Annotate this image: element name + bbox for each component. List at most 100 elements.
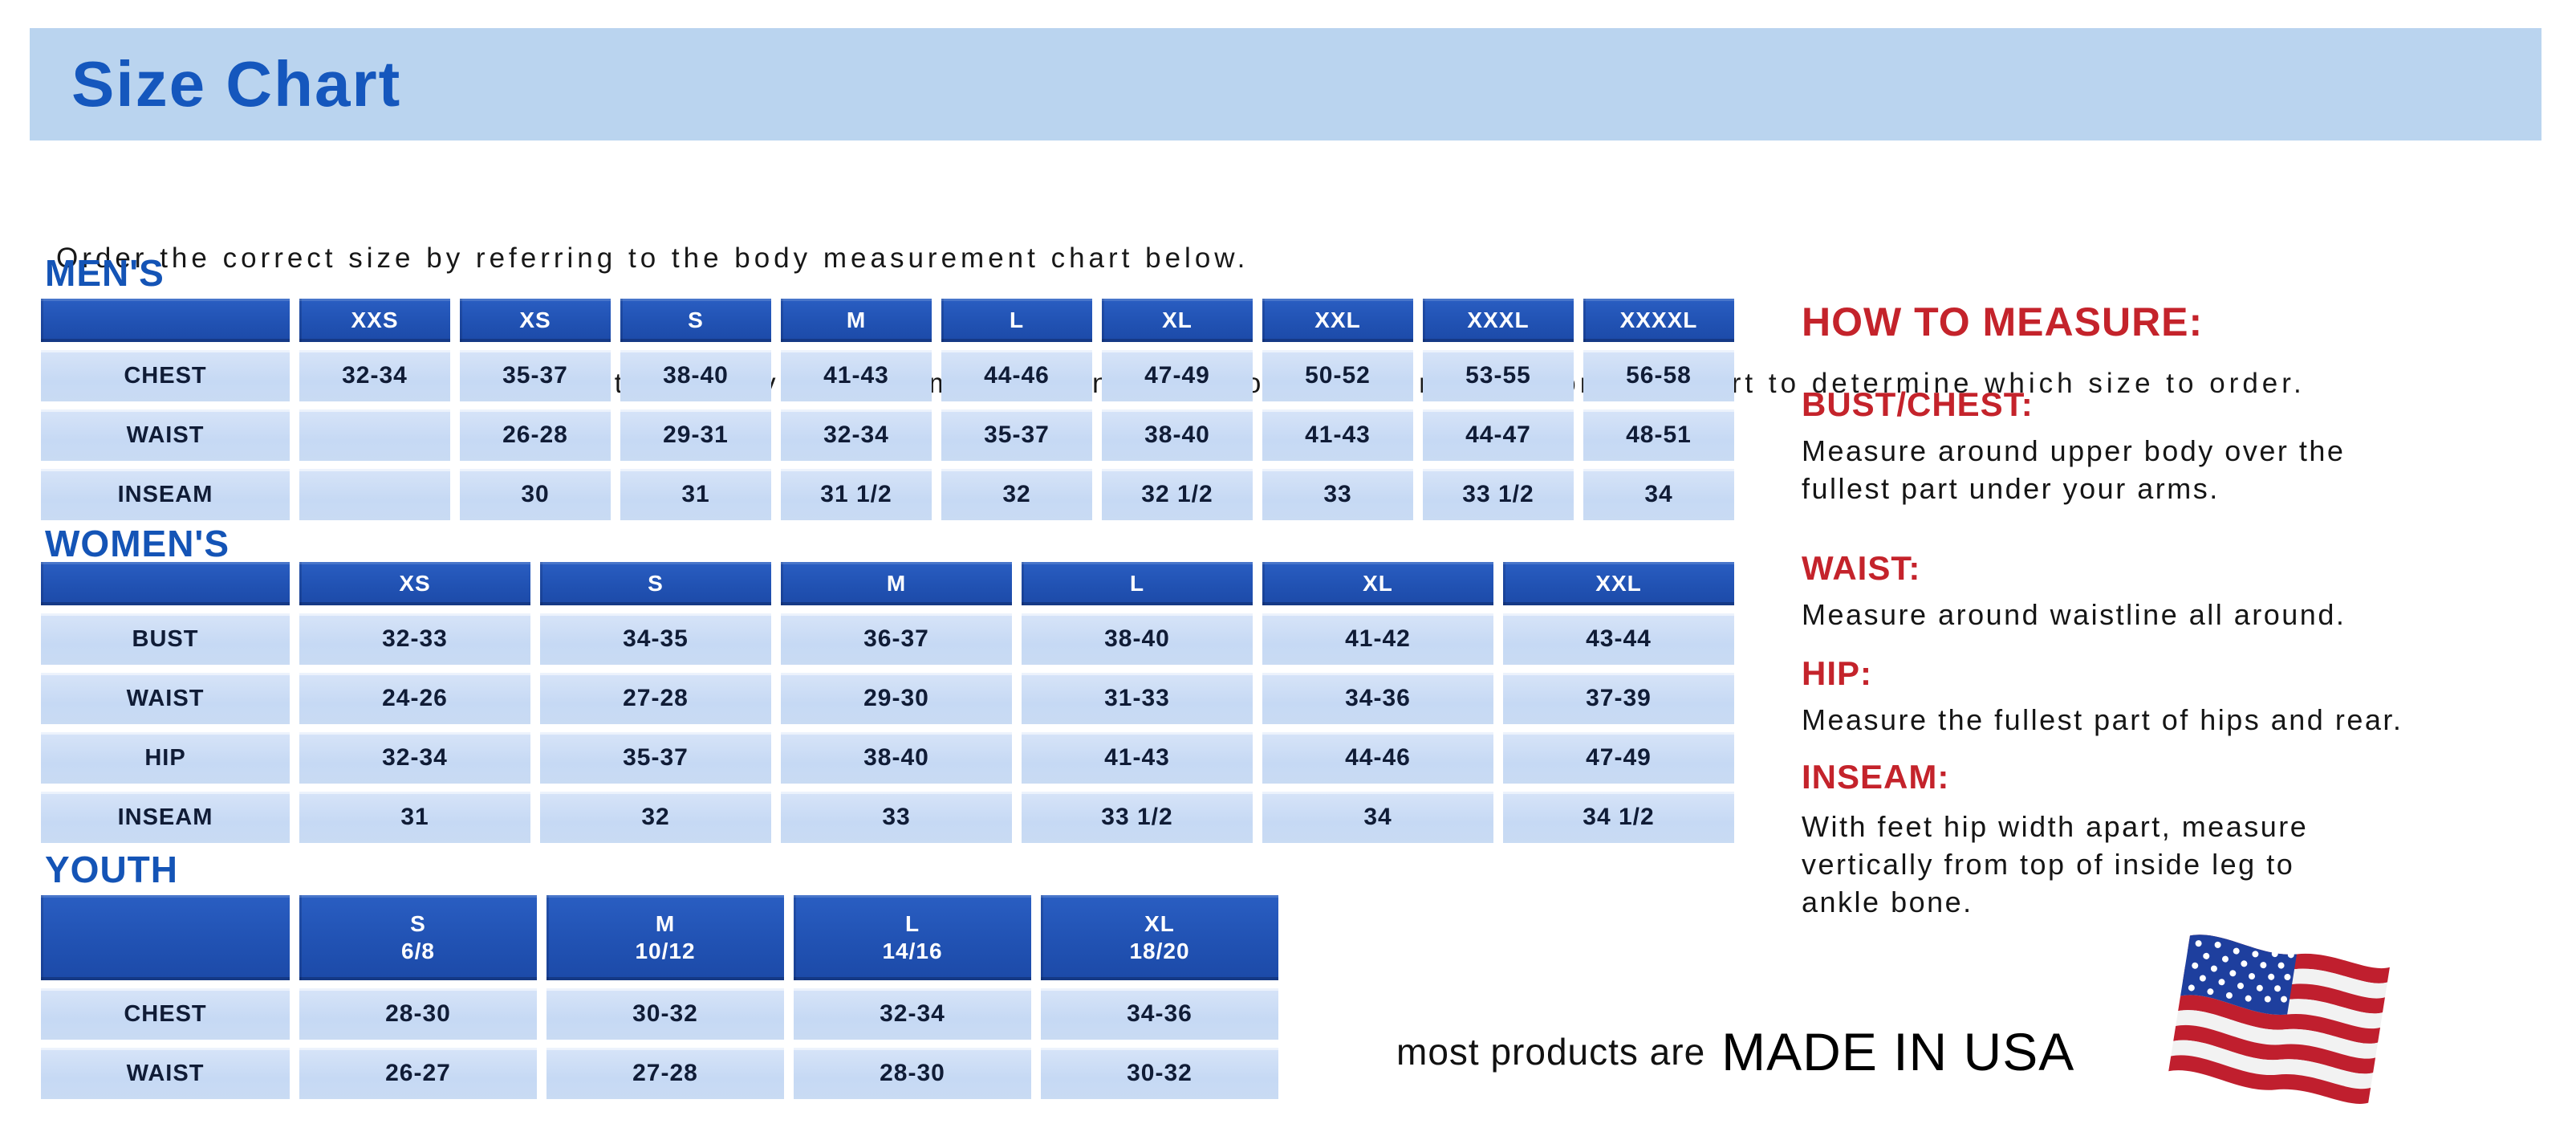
header-cell: XXL [1503,562,1734,605]
size-cell: 56-58 [1583,350,1734,401]
size-cell: 24-26 [299,673,530,724]
size-cell: 26-28 [460,409,611,461]
size-cell: 47-49 [1503,732,1734,784]
size-cell: 30-32 [1041,1048,1278,1099]
size-cell: 36-37 [781,613,1012,665]
size-cell: 26-27 [299,1048,537,1099]
size-cell: 41-42 [1262,613,1493,665]
title-banner: Size Chart [30,28,2541,140]
youth-size: XL [1144,911,1175,936]
header-cell: M [781,299,932,342]
header-cell: L 14/16 [794,895,1031,980]
size-cell: 34-35 [540,613,771,665]
row-label: INSEAM [41,469,290,520]
size-cell: 38-40 [1102,409,1253,461]
youth-size: S [410,911,426,936]
header-cell: XXXL [1423,299,1574,342]
row-label: WAIST [41,1048,290,1099]
how-to-measure-panel: HOW TO MEASURE: BUST/CHEST: Measure arou… [1802,299,2548,921]
page-title: Size Chart [71,48,402,120]
row-label: INSEAM [41,792,290,843]
intro-line-1: Order the correct size by referring to t… [56,242,1249,274]
size-cell: 29-30 [781,673,1012,724]
size-cell: 33 1/2 [1022,792,1253,843]
size-cell: 32 [941,469,1092,520]
measure-text-waist: Measure around waistline all around. [1802,598,2346,631]
size-cell: 48-51 [1583,409,1734,461]
size-cell: 43-44 [1503,613,1734,665]
row-label: CHEST [41,988,290,1040]
header-cell: L [941,299,1092,342]
size-cell: 30-32 [546,988,784,1040]
size-cell: 33 1/2 [1423,469,1574,520]
measure-text-bust-chest: Measure around upper body over the fulle… [1802,434,2346,505]
made-in-usa-line: most products are MADE IN USA [1396,996,2074,1108]
header-cell: XL [1262,562,1493,605]
youth-range: 10/12 [635,939,696,963]
measure-label-inseam: INSEAM: [1802,758,1950,796]
size-cell: 32 [540,792,771,843]
header-cell: XXL [1262,299,1413,342]
measure-label-waist: WAIST: [1802,549,1921,587]
size-cell: 44-46 [941,350,1092,401]
usa-flag-svg [2168,932,2391,1107]
size-cell: 32 1/2 [1102,469,1253,520]
youth-range: 6/8 [401,939,435,963]
size-cell: 27-28 [540,673,771,724]
size-cell: 31 [620,469,771,520]
header-cell: M [781,562,1012,605]
measure-label-hip: HIP: [1802,654,1872,692]
row-label: CHEST [41,350,290,401]
size-cell: 32-34 [794,988,1031,1040]
size-cell: 34 [1262,792,1493,843]
size-cell: 34-36 [1262,673,1493,724]
header-cell: XXS [299,299,450,342]
size-cell: 50-52 [1262,350,1413,401]
section-heading-womens: WOMEN'S [45,523,230,564]
size-cell: 41-43 [1022,732,1253,784]
how-to-measure-title: HOW TO MEASURE: [1802,299,2204,344]
size-cell [299,409,450,461]
size-cell: 30 [460,469,611,520]
size-cell: 32-34 [299,732,530,784]
section-heading-youth: YOUTH [45,849,178,890]
size-cell: 47-49 [1102,350,1253,401]
size-cell: 32-34 [299,350,450,401]
size-cell: 31-33 [1022,673,1253,724]
header-cell: L [1022,562,1253,605]
size-cell: 38-40 [781,732,1012,784]
section-heading-mens: MEN'S [45,252,165,294]
measure-text-hip: Measure the fullest part of hips and rea… [1802,703,2403,736]
size-cell: 32-33 [299,613,530,665]
size-cell: 33 [1262,469,1413,520]
size-cell: 38-40 [620,350,771,401]
size-cell: 41-43 [1262,409,1413,461]
youth-range: 14/16 [882,939,943,963]
footer-prefix-text: most products are [1396,1031,1706,1073]
header-cell: S [620,299,771,342]
youth-size-table: S 6/8 M 10/12 L 14/16 XL 18/20 CHEST 28-… [41,895,1278,1099]
size-cell: 33 [781,792,1012,843]
header-cell-blank [41,299,290,342]
header-cell-blank [41,562,290,605]
size-cell: 31 1/2 [781,469,932,520]
size-cell: 53-55 [1423,350,1574,401]
size-cell: 29-31 [620,409,771,461]
size-cell: 44-46 [1262,732,1493,784]
youth-size: L [904,911,920,936]
header-cell-blank [41,895,290,980]
size-cell: 35-37 [460,350,611,401]
mens-size-table: XXS XS S M L XL XXL XXXL XXXXL CHEST 32-… [41,299,1734,520]
row-label: WAIST [41,673,290,724]
youth-range: 18/20 [1129,939,1190,963]
youth-size: M [655,911,676,936]
row-label: BUST [41,613,290,665]
header-cell: XXXXL [1583,299,1734,342]
measure-label-bust-chest: BUST/CHEST: [1802,385,2034,423]
usa-flag-icon [2159,931,2399,1108]
size-cell: 34 1/2 [1503,792,1734,843]
size-cell: 34-36 [1041,988,1278,1040]
made-in-usa-text: MADE IN USA [1721,1022,2075,1081]
size-cell: 38-40 [1022,613,1253,665]
